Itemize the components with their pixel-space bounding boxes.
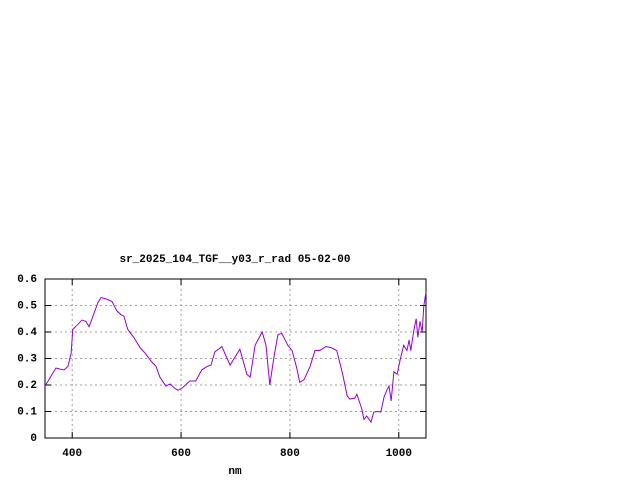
x-axis-label: nm (228, 466, 242, 478)
y-tick-label: 0.6 (17, 274, 37, 286)
y-tick-label: 0.2 (17, 380, 37, 392)
x-tick-label: 600 (171, 448, 191, 460)
y-tick-label: 0.3 (17, 353, 37, 365)
x-tick-label: 1000 (386, 448, 412, 460)
x-tick-label: 800 (280, 448, 300, 460)
x-tick-label: 400 (62, 448, 82, 460)
y-tick-label: 0 (30, 433, 37, 445)
y-tick-label: 0.5 (17, 300, 37, 312)
plot-frame (44, 278, 427, 439)
data-line (44, 292, 427, 424)
y-tick-label: 0.1 (17, 406, 37, 418)
y-tick-label: 0.4 (17, 327, 37, 339)
chart-title: sr_2025_104_TGF__y03_r_rad 05-02-00 (119, 254, 350, 266)
